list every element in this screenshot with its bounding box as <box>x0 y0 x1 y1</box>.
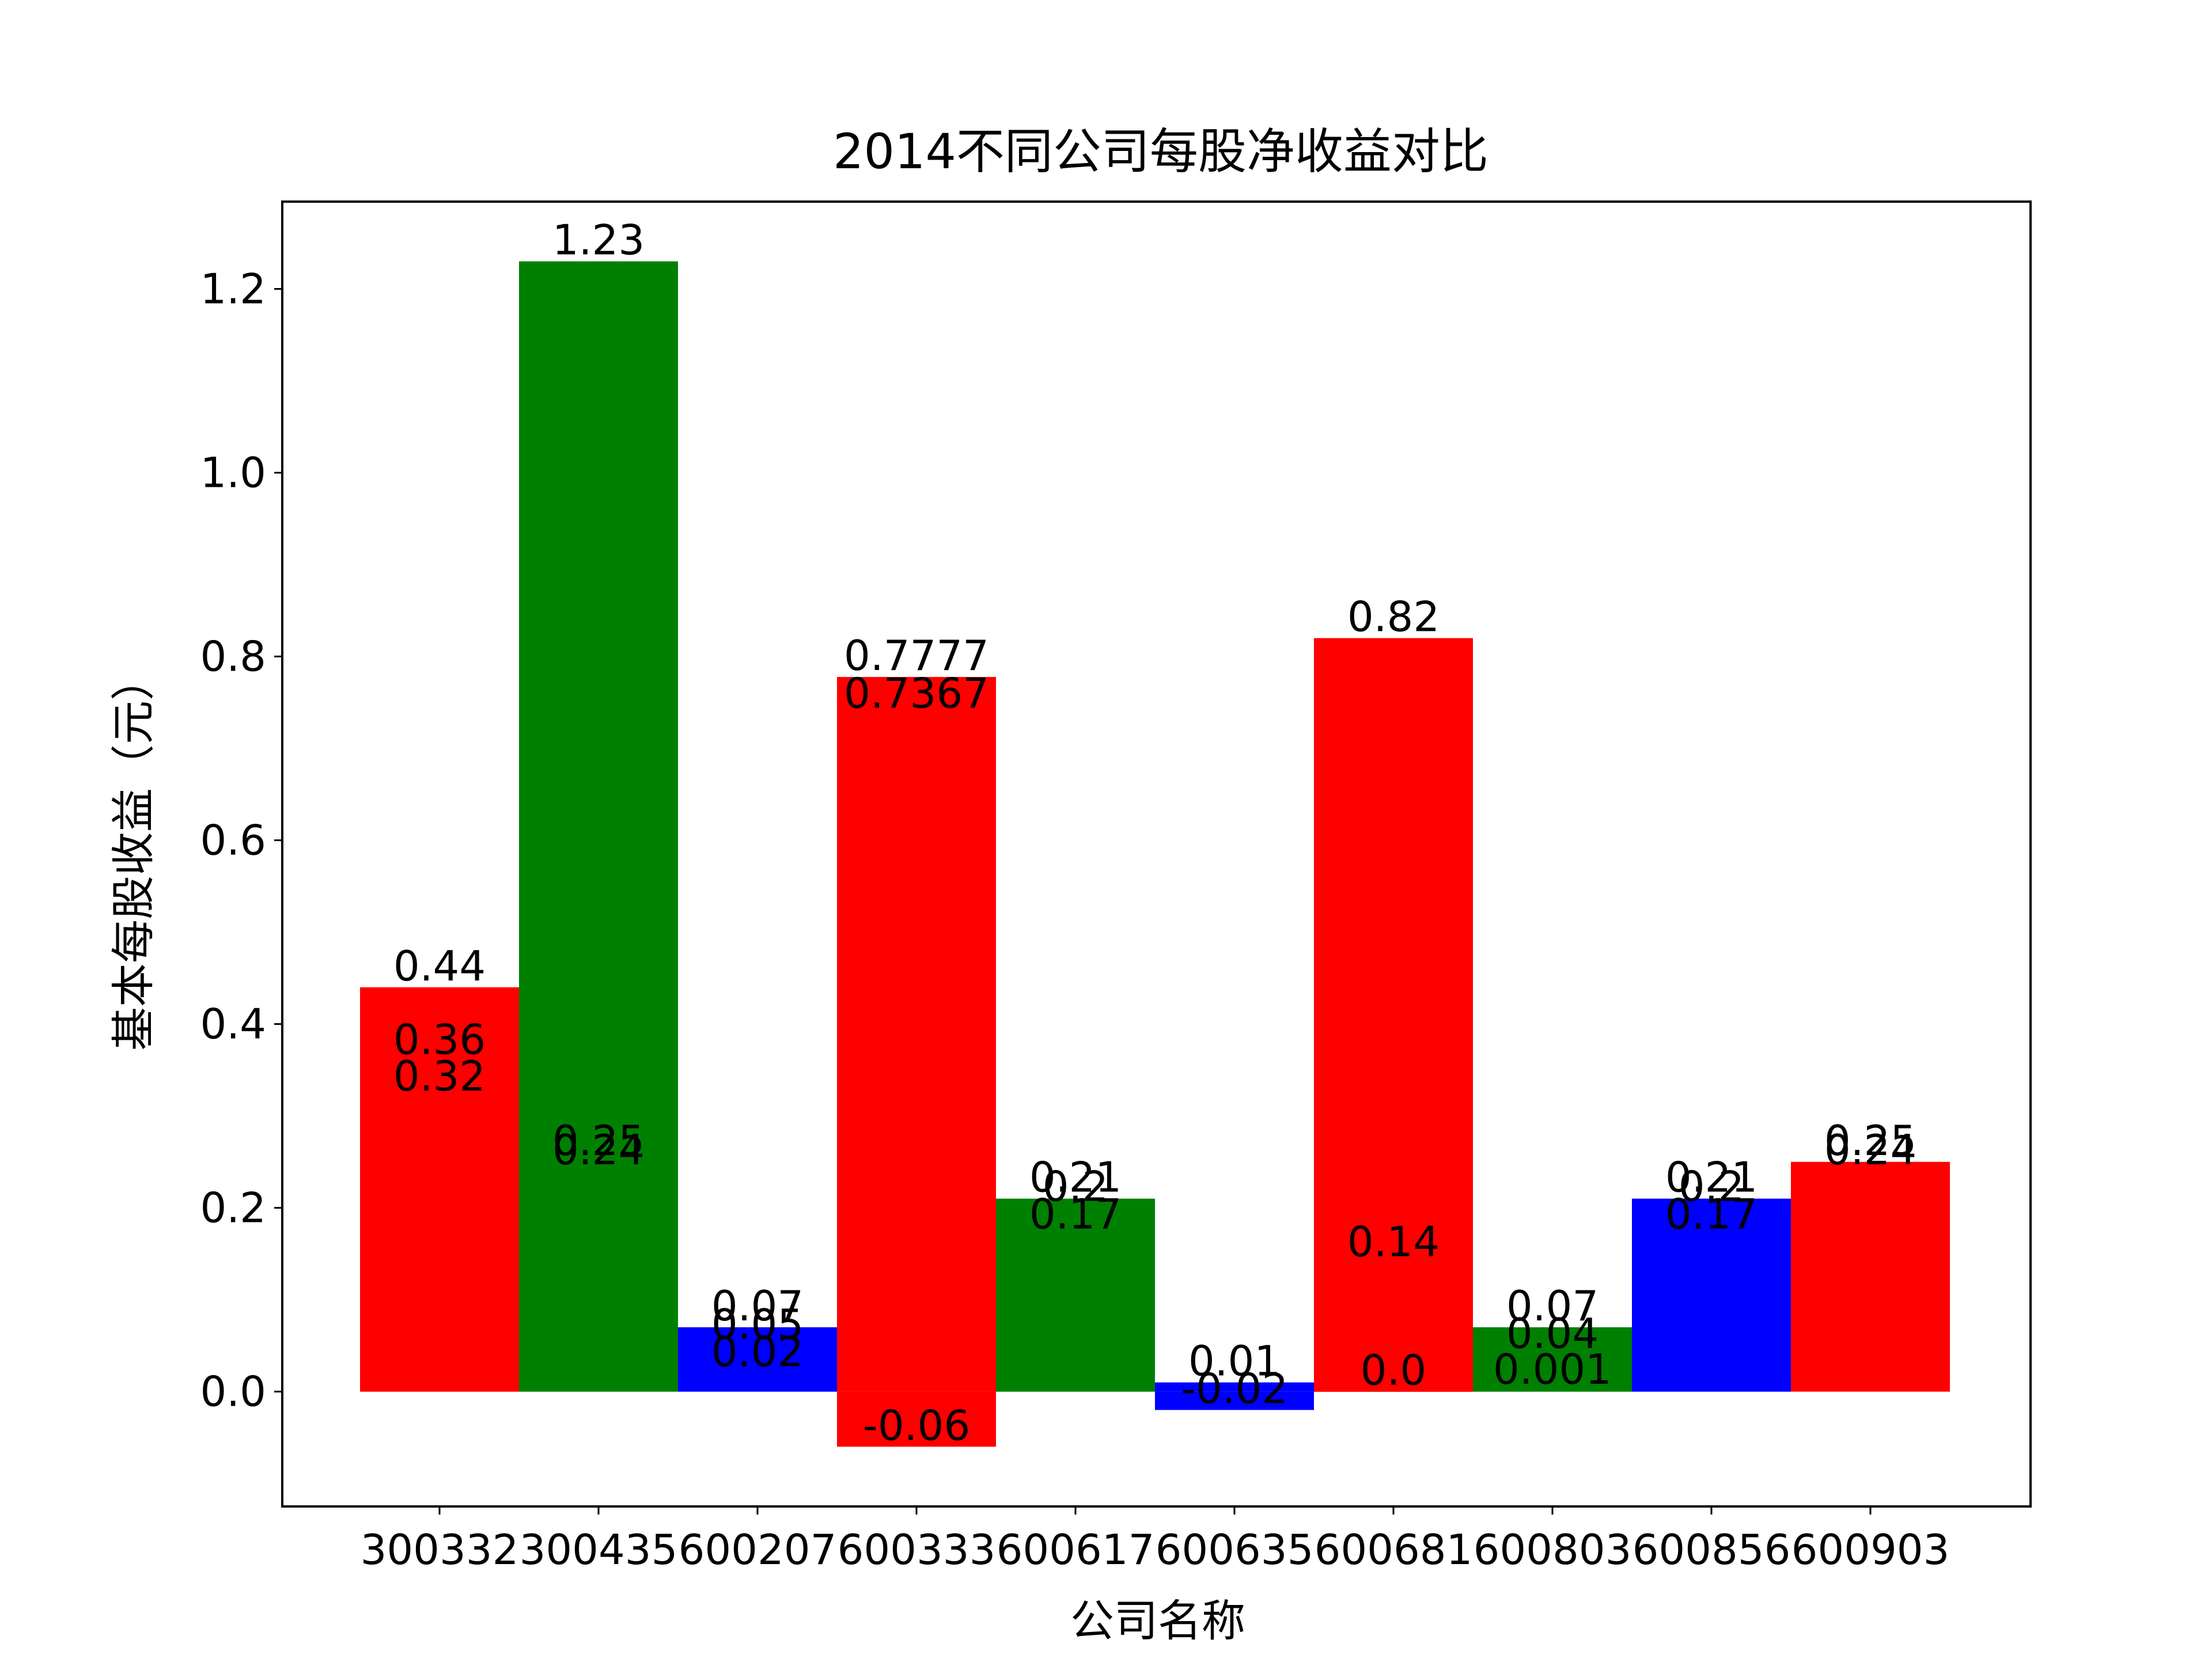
bar-600617-s3 <box>996 1235 1155 1392</box>
x-tick-label: 300435 <box>520 1525 678 1574</box>
bar-300435-s3 <box>519 261 678 1392</box>
x-tick-label: 300332 <box>361 1525 519 1574</box>
data-label-600856-1: 0.21 <box>1665 1153 1758 1202</box>
data-label-600635-2: -0.02 <box>1181 1365 1288 1413</box>
bar-600635-s1 <box>1155 1382 1314 1392</box>
data-label-300332-3: 0.32 <box>393 1052 486 1100</box>
y-axis-label: 基本每股收益（元） <box>108 657 159 1051</box>
bar-600903-s2 <box>1791 1171 1950 1392</box>
bar-600803-s2 <box>1473 1354 1632 1392</box>
x-tick-label: 600681 <box>1315 1525 1473 1574</box>
data-label-600681-1: 0.82 <box>1347 593 1440 641</box>
data-label-600803-3: 0.001 <box>1493 1345 1612 1394</box>
x-axis: 300332 300435 600207 600333 600617 600635 6006… <box>361 1506 1950 1574</box>
data-label-600803-2: 0.04 <box>1506 1309 1599 1358</box>
x-tick-label: 600635 <box>1156 1525 1314 1574</box>
bar-600635-s2 <box>1155 1391 1314 1410</box>
data-label-300332-1: 0.44 <box>393 942 486 990</box>
x-axis-label: 公司名称 <box>1070 1595 1245 1646</box>
bar-600207-s3 <box>678 1373 837 1392</box>
data-label-600207-2: 0.05 <box>711 1300 804 1349</box>
y-tick-label: 0.8 <box>200 633 266 681</box>
data-label-300332-2: 0.36 <box>393 1015 486 1063</box>
data-label-300435-1: 0.25 <box>552 1116 645 1165</box>
bar-600333-s2 <box>837 714 996 1392</box>
bar-group <box>360 261 1950 1447</box>
y-tick-label: 0.0 <box>200 1368 266 1416</box>
bar-300332-s3 <box>360 1097 519 1392</box>
x-tick-label: 600207 <box>679 1525 837 1574</box>
data-label-group: 0.440.360.320.250.241.230.070.050.020.77… <box>393 216 1916 1450</box>
data-label-600333-3: -0.06 <box>863 1401 970 1449</box>
data-label-600333-2: 0.7367 <box>844 669 989 718</box>
y-tick-label: 1.2 <box>200 265 266 313</box>
y-tick-label: 1.0 <box>200 449 266 497</box>
data-label-600617-3: 0.17 <box>1029 1190 1122 1238</box>
data-label-300435-3: 1.23 <box>552 216 645 264</box>
data-label-600635-1: 0.01 <box>1188 1337 1281 1385</box>
bar-600856-s3 <box>1632 1235 1791 1392</box>
data-label-600333-1: 0.7777 <box>844 631 989 680</box>
bar-600803-s3 <box>1473 1391 1632 1392</box>
x-tick-label: 600856 <box>1633 1525 1791 1574</box>
data-label-600856-2: 0.2 <box>1679 1163 1745 1211</box>
data-label-600856-3: 0.17 <box>1665 1190 1758 1238</box>
bar-600681-s2 <box>1314 1263 1473 1392</box>
data-label-600617-1: 0.21 <box>1029 1153 1122 1202</box>
data-label-600681-3: 0.0 <box>1361 1346 1427 1395</box>
chart-title: 2014不同公司每股净收益对比 <box>833 123 1488 180</box>
x-tick-label: 600333 <box>838 1525 996 1574</box>
x-tick-label: 600803 <box>1474 1525 1632 1574</box>
x-tick-label: 600617 <box>997 1525 1155 1574</box>
y-tick-label: 0.4 <box>200 1000 266 1048</box>
y-tick-label: 0.6 <box>200 816 266 865</box>
plot-frame <box>281 200 2032 1508</box>
y-axis: 0.0 0.2 0.4 0.6 0.8 1.0 1.2 <box>200 265 282 1416</box>
data-label-300435-2: 0.24 <box>552 1126 645 1174</box>
data-label-600903-2: 0.24 <box>1824 1126 1916 1174</box>
data-label-600903-1: 0.25 <box>1824 1116 1916 1165</box>
data-label-600803-1: 0.07 <box>1506 1282 1599 1330</box>
data-label-600207-3: 0.02 <box>711 1328 804 1376</box>
data-label-600207-1: 0.07 <box>711 1282 804 1330</box>
x-tick-label: 600903 <box>1791 1525 1950 1574</box>
data-label-600617-2: 0.2 <box>1043 1163 1109 1211</box>
bar-600333-s3 <box>837 1391 996 1447</box>
data-label-600681-2: 0.14 <box>1347 1217 1440 1266</box>
y-tick-label: 0.2 <box>200 1184 266 1232</box>
